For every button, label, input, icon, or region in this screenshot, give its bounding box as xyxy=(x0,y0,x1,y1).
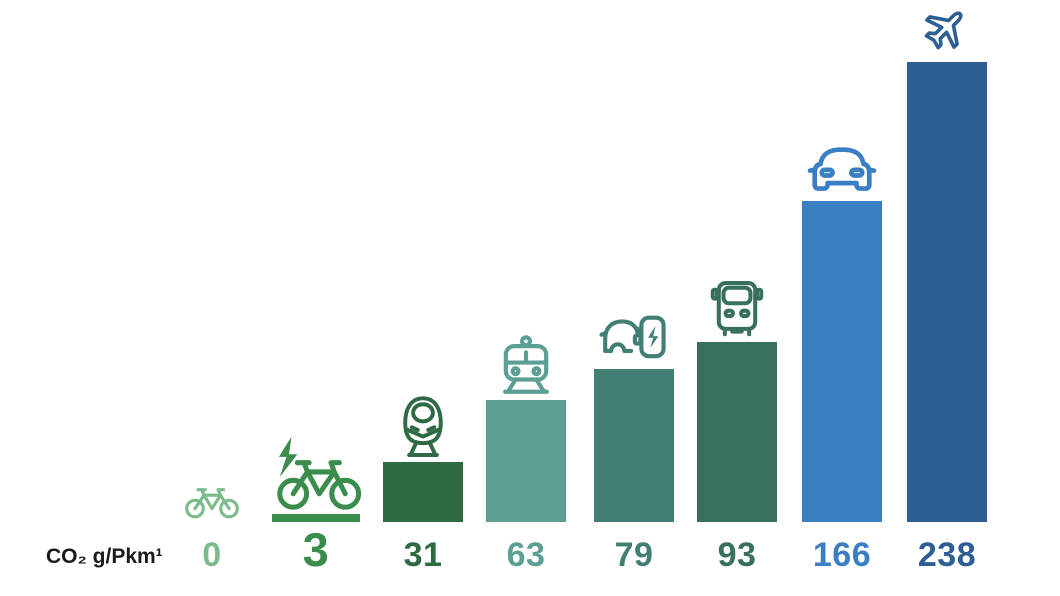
e-bike-icon xyxy=(277,436,362,510)
lightning-bolt-icon xyxy=(648,325,659,349)
airplane-icon xyxy=(924,11,963,50)
bar-high-speed-train xyxy=(383,462,463,522)
bar-electric-car-charging xyxy=(594,369,674,522)
electric-car-charging-icon xyxy=(599,315,666,359)
value-label-tram: 63 xyxy=(506,536,546,574)
lightning-bolt-icon xyxy=(278,436,298,477)
bar-car xyxy=(802,201,882,522)
value-label-bus: 93 xyxy=(717,536,757,574)
axis-unit-label: CO₂ g/Pkm¹ xyxy=(46,545,163,568)
column-bus xyxy=(706,279,768,338)
bicycle-icon xyxy=(185,488,239,519)
column-bicycle xyxy=(183,483,241,520)
value-label-high-speed-train: 31 xyxy=(403,536,443,574)
value-label-bicycle: 0 xyxy=(202,536,222,574)
column-e-bike xyxy=(268,435,362,512)
value-label-car: 166 xyxy=(812,536,872,574)
bar-bus xyxy=(697,342,777,522)
value-label-airplane: 238 xyxy=(917,536,977,574)
value-label-electric-car-charging: 79 xyxy=(614,536,654,574)
column-tram xyxy=(494,335,558,396)
value-label-e-bike: 3 xyxy=(302,523,330,576)
high-speed-train-icon xyxy=(403,396,443,457)
column-car xyxy=(803,141,881,197)
column-airplane xyxy=(914,0,976,60)
bar-tram xyxy=(486,400,566,522)
tram-icon xyxy=(503,335,549,394)
bar-e-bike xyxy=(272,514,360,522)
column-high-speed-train xyxy=(392,395,454,458)
column-electric-car-charging xyxy=(599,300,668,365)
bar-airplane xyxy=(907,62,987,522)
car-icon xyxy=(807,147,877,191)
bus-icon xyxy=(710,280,764,336)
